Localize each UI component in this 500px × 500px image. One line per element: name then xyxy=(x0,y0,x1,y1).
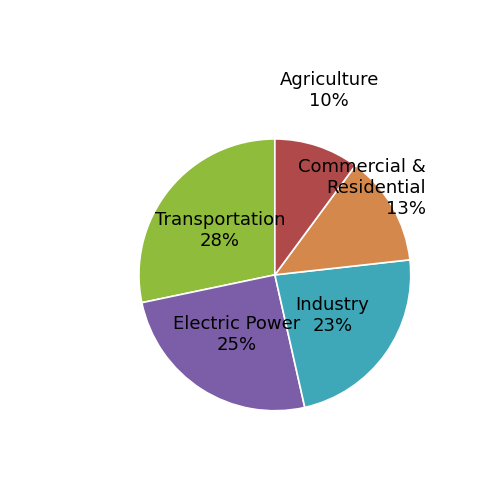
Wedge shape xyxy=(139,139,275,302)
Wedge shape xyxy=(275,260,411,408)
Text: Agriculture
10%: Agriculture 10% xyxy=(280,71,379,110)
Text: Electric Power
25%: Electric Power 25% xyxy=(173,315,300,354)
Text: Industry
23%: Industry 23% xyxy=(296,296,370,336)
Wedge shape xyxy=(275,166,410,275)
Text: Transportation
28%: Transportation 28% xyxy=(155,211,286,250)
Wedge shape xyxy=(142,275,305,411)
Wedge shape xyxy=(275,139,355,275)
Text: Commercial &
Residential
13%: Commercial & Residential 13% xyxy=(298,158,426,218)
